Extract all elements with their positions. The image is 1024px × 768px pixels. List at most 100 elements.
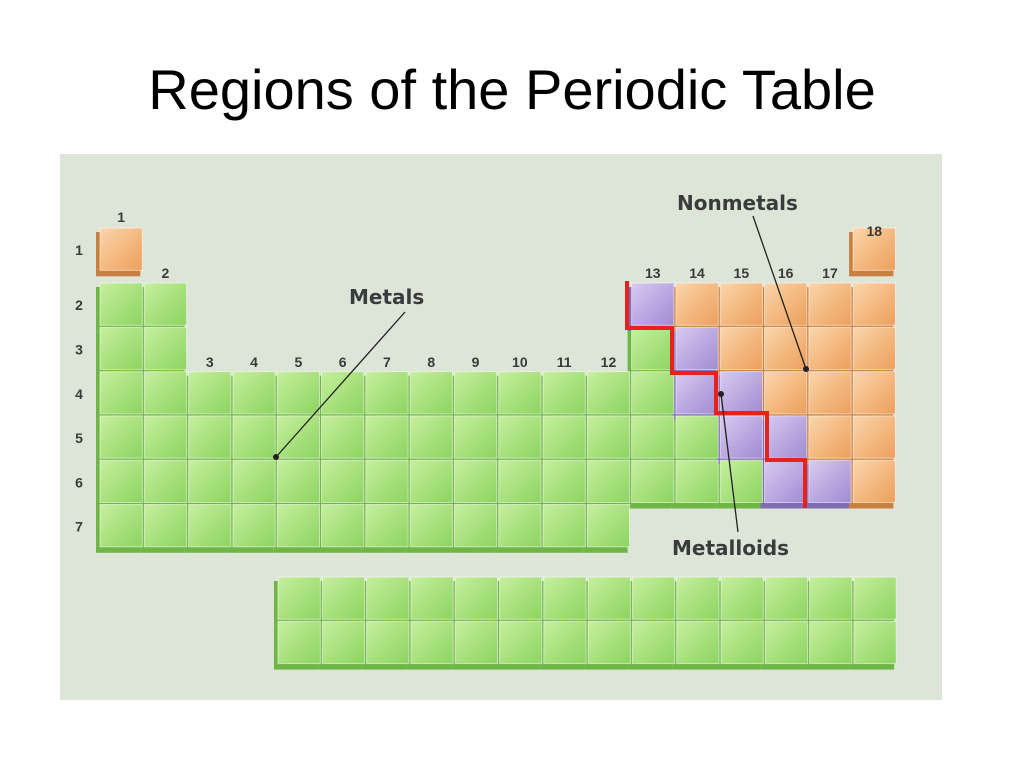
metal-cell bbox=[99, 282, 143, 326]
nonmetal-cell bbox=[852, 371, 896, 415]
group-number: 16 bbox=[778, 265, 794, 281]
metal-cell bbox=[719, 459, 764, 504]
metal-cell bbox=[542, 504, 586, 548]
f-block-cell bbox=[676, 576, 720, 620]
period-number: 5 bbox=[75, 430, 83, 446]
group-number: 2 bbox=[162, 265, 170, 281]
group-number: 9 bbox=[472, 354, 480, 370]
metal-nonmetal-staircase-line bbox=[625, 281, 807, 508]
metal-cell bbox=[188, 371, 232, 415]
group-number: 11 bbox=[557, 354, 572, 370]
nonmetal-cell bbox=[719, 326, 764, 371]
nonmetal-cell bbox=[808, 326, 852, 371]
metal-cell bbox=[321, 371, 365, 415]
nonmetals-label: Nonmetals bbox=[677, 191, 798, 215]
nonmetal-cell bbox=[764, 326, 808, 371]
metal-cell bbox=[498, 504, 542, 548]
nonmetals-pointer-dot bbox=[803, 366, 809, 372]
nonmetal-cell bbox=[852, 227, 896, 271]
metalloid-cell bbox=[719, 415, 764, 459]
metal-cell bbox=[99, 459, 143, 504]
f-block-cell bbox=[809, 576, 853, 620]
f-block-cell bbox=[587, 576, 631, 620]
metals-pointer-line bbox=[275, 311, 406, 458]
metal-cell bbox=[453, 415, 498, 459]
group-number: 15 bbox=[734, 265, 750, 281]
nonmetal-cell bbox=[764, 282, 808, 326]
group-number: 3 bbox=[206, 354, 214, 370]
f-block-cell bbox=[587, 620, 631, 665]
f-block-cell bbox=[321, 620, 366, 665]
metal-cell bbox=[143, 326, 188, 371]
group-number: 7 bbox=[383, 354, 391, 370]
nonmetal-cell bbox=[852, 459, 896, 504]
period-number: 7 bbox=[75, 519, 83, 535]
metal-cell bbox=[232, 415, 276, 459]
metalloid-cell bbox=[631, 282, 675, 326]
group-number: 12 bbox=[601, 354, 617, 370]
metal-cell bbox=[232, 459, 276, 504]
metalloids-pointer-dot bbox=[718, 391, 724, 397]
metal-cell bbox=[631, 326, 675, 371]
metal-cell bbox=[586, 504, 631, 548]
metal-cell bbox=[586, 415, 631, 459]
group-number: 1 bbox=[117, 209, 125, 225]
metal-cell bbox=[498, 371, 542, 415]
f-block-cell bbox=[720, 620, 764, 665]
f-block-cell bbox=[366, 576, 410, 620]
metal-cell bbox=[409, 459, 453, 504]
period-number: 3 bbox=[75, 341, 83, 357]
metal-cell bbox=[498, 459, 542, 504]
f-block-cell bbox=[277, 576, 321, 620]
metal-cell bbox=[453, 371, 498, 415]
metal-cell bbox=[143, 459, 188, 504]
metal-cell bbox=[143, 371, 188, 415]
nonmetal-cell bbox=[99, 227, 143, 271]
f-block-cell bbox=[410, 576, 454, 620]
metal-cell bbox=[453, 459, 498, 504]
metal-cell bbox=[99, 326, 143, 371]
period-number: 2 bbox=[75, 297, 83, 313]
nonmetal-cell bbox=[852, 282, 896, 326]
metal-cell bbox=[143, 282, 188, 326]
f-block-cell bbox=[720, 576, 764, 620]
f-block-cell bbox=[499, 576, 543, 620]
metal-cell bbox=[188, 415, 232, 459]
metal-cell bbox=[276, 371, 320, 415]
f-block-cell bbox=[321, 576, 366, 620]
group-number: 8 bbox=[427, 354, 435, 370]
f-block-cell bbox=[764, 620, 809, 665]
metal-cell bbox=[631, 371, 675, 415]
metal-cell bbox=[143, 504, 188, 548]
f-block-cell bbox=[809, 620, 853, 665]
group-number: 5 bbox=[294, 354, 302, 370]
period-number: 4 bbox=[75, 386, 83, 402]
metal-cell bbox=[542, 415, 586, 459]
f-block-cell bbox=[499, 620, 543, 665]
f-block-cell bbox=[853, 620, 897, 665]
f-block-cell bbox=[410, 620, 454, 665]
nonmetal-cell bbox=[675, 282, 719, 326]
metalloid-cell bbox=[675, 371, 719, 415]
f-block-cell bbox=[454, 620, 499, 665]
group-number: 14 bbox=[689, 265, 705, 281]
metal-cell bbox=[276, 415, 320, 459]
metal-cell bbox=[409, 504, 453, 548]
f-block-cell bbox=[853, 576, 897, 620]
group-number: 4 bbox=[250, 354, 258, 370]
metal-cell bbox=[586, 459, 631, 504]
group-number: 17 bbox=[822, 265, 838, 281]
nonmetal-cell bbox=[719, 282, 764, 326]
metal-cell bbox=[365, 459, 409, 504]
metal-cell bbox=[99, 415, 143, 459]
f-block-cell bbox=[543, 620, 587, 665]
nonmetal-cell bbox=[852, 326, 896, 371]
period-number: 6 bbox=[75, 474, 83, 490]
metal-cell bbox=[276, 459, 320, 504]
nonmetal-cell bbox=[808, 415, 852, 459]
metal-cell bbox=[453, 504, 498, 548]
metalloid-cell bbox=[764, 415, 808, 459]
metal-cell bbox=[99, 504, 143, 548]
